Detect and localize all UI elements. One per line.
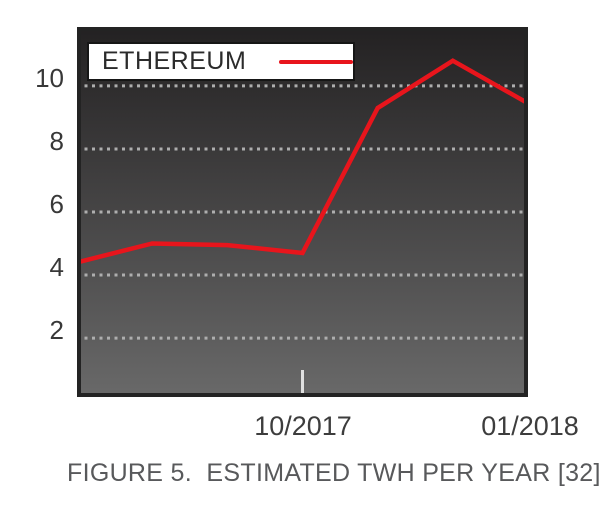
y-tick-label: 2 xyxy=(49,315,64,345)
y-tick-label: 10 xyxy=(35,63,64,93)
figure-caption: FIGURE 5. ESTIMATED TWH PER YEAR [32] xyxy=(67,459,601,487)
plot-area xyxy=(77,27,528,397)
legend: ETHEREUM xyxy=(87,42,355,81)
legend-label: ETHEREUM xyxy=(102,47,247,75)
ethereum-line-series xyxy=(77,58,528,265)
legend-line-swatch-icon xyxy=(279,59,353,64)
x-tick-label: 10/2017 xyxy=(254,411,352,441)
y-tick-label: 6 xyxy=(49,189,64,219)
plot-border xyxy=(77,27,528,397)
y-tick-label: 4 xyxy=(49,252,64,282)
x-tick-label: 01/2018 xyxy=(481,411,579,441)
y-tick-label: 8 xyxy=(49,126,64,156)
